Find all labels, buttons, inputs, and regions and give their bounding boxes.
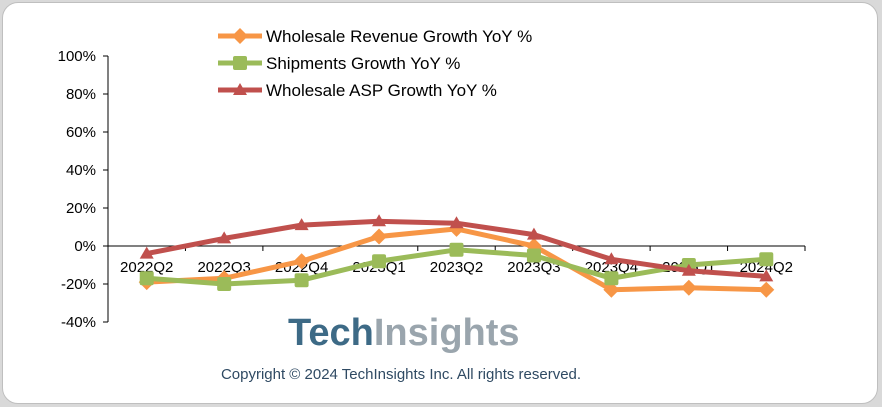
data-point xyxy=(449,216,464,229)
techinsights-logo: TechInsights xyxy=(288,312,520,354)
legend-marker xyxy=(233,56,247,70)
data-point xyxy=(217,277,232,291)
legend-marker xyxy=(233,83,247,95)
data-point xyxy=(681,263,696,276)
data-point xyxy=(294,218,309,231)
x-tick-label: 2024Q2 xyxy=(740,259,793,276)
data-point xyxy=(680,279,697,296)
y-tick-label: 0% xyxy=(74,238,96,255)
data-point xyxy=(526,227,541,240)
legend-label: Wholesale Revenue Growth YoY % xyxy=(266,27,532,46)
data-point xyxy=(372,214,387,227)
data-point xyxy=(449,242,464,257)
data-point xyxy=(759,252,774,267)
y-tick-label: 100% xyxy=(58,48,96,65)
data-point xyxy=(372,254,387,269)
y-tick-label: 20% xyxy=(66,200,96,217)
data-point xyxy=(371,228,388,245)
data-point xyxy=(293,253,310,270)
y-tick-label: 60% xyxy=(66,124,96,141)
x-tick-label: 2022Q2 xyxy=(120,259,173,276)
data-point xyxy=(139,271,154,286)
y-tick-label: 40% xyxy=(66,162,96,179)
data-point xyxy=(604,271,619,286)
data-point xyxy=(139,246,154,259)
y-tick-label: -20% xyxy=(61,276,96,293)
data-point xyxy=(604,252,619,265)
x-tick-label: 2023Q3 xyxy=(507,259,560,276)
data-point xyxy=(217,231,232,244)
copyright-text: Copyright © 2024 TechInsights Inc. All r… xyxy=(220,366,582,383)
legend-marker xyxy=(232,28,248,44)
data-point xyxy=(603,281,620,298)
data-point xyxy=(759,269,774,282)
data-point xyxy=(758,281,775,298)
x-tick-label: 2023Q2 xyxy=(430,259,483,276)
data-point xyxy=(294,273,309,288)
legend-label: Wholesale ASP Growth YoY % xyxy=(266,81,497,100)
y-tick-label: 80% xyxy=(66,86,96,103)
x-tick-label: 2022Q3 xyxy=(197,259,250,276)
y-tick-label: -40% xyxy=(61,314,96,331)
data-point xyxy=(526,248,541,263)
legend-label: Shipments Growth YoY % xyxy=(266,54,460,73)
